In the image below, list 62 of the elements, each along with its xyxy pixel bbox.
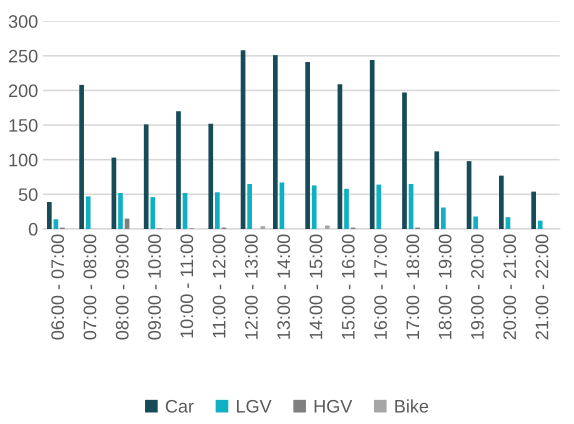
- x-tick-label: 07:00 - 08:00: [84, 234, 96, 340]
- y-tick-label: 300: [8, 15, 38, 28]
- bar: [370, 60, 375, 229]
- x-tick-label: 17:00 - 18:00: [406, 234, 420, 339]
- bar: [408, 184, 414, 229]
- bar: [86, 196, 91, 229]
- bar: [54, 219, 58, 229]
- x-tick-label: 16:00 - 17:00: [374, 234, 387, 339]
- x-tick-label: 09:00 - 10:00: [148, 234, 161, 340]
- x-tick-label: 18:00 - 19:00: [438, 234, 452, 339]
- bar: [305, 62, 310, 229]
- bar: [538, 220, 543, 229]
- y-tick-label: 200: [8, 84, 38, 98]
- bar: [247, 184, 252, 229]
- x-tick-label: 19:00 - 20:00: [470, 234, 484, 339]
- y-tick-label: 50: [18, 188, 38, 202]
- bar: [144, 124, 149, 229]
- x-tick-label: 15:00 - 16:00: [342, 234, 355, 339]
- bar: [150, 197, 156, 229]
- x-tick-label: 13:00 - 14:00: [277, 234, 290, 339]
- y-tick-label: 0: [28, 222, 38, 236]
- bar: [79, 84, 84, 229]
- legend-label: LGV: [237, 400, 272, 413]
- bar: [376, 184, 382, 229]
- bar: [312, 185, 317, 229]
- bar: [473, 216, 478, 229]
- bar: [240, 50, 246, 229]
- bar: [466, 161, 472, 229]
- y-tick-label: 100: [9, 154, 38, 166]
- bar: [499, 176, 504, 229]
- bar: [208, 124, 214, 229]
- bar: [506, 217, 510, 229]
- bar: [402, 92, 407, 229]
- y-tick-label: 250: [8, 50, 38, 63]
- x-tick-label: 06:00 - 07:00: [51, 234, 64, 340]
- bar: [112, 158, 116, 229]
- bar: [338, 84, 342, 229]
- bar: [118, 192, 123, 229]
- bar: [344, 188, 349, 229]
- x-tick-label: 10:00 - 11:00: [180, 234, 194, 338]
- bar: [176, 111, 181, 229]
- x-tick-label: 11:00 - 12:00: [212, 234, 226, 338]
- bar: [272, 55, 278, 229]
- x-tick-label: 08:00 - 09:00: [116, 234, 129, 340]
- bar: [46, 202, 52, 229]
- legend-label: Bike: [395, 399, 428, 413]
- x-tick-label: 20:00 - 21:00: [503, 234, 516, 340]
- bar: [214, 192, 220, 229]
- bar: [434, 151, 440, 229]
- bar: [182, 192, 188, 229]
- bar: [280, 182, 284, 229]
- x-tick-label: 14:00 - 15:00: [310, 234, 322, 339]
- legend-label: Car: [166, 400, 194, 413]
- x-tick-label: 21:00 - 22:00: [536, 234, 548, 340]
- bar: [441, 207, 446, 229]
- bar: [325, 225, 330, 229]
- x-tick-label: 12:00 - 13:00: [244, 234, 258, 339]
- bar: [531, 192, 536, 229]
- bar: [260, 226, 266, 229]
- y-tick-label: 150: [9, 119, 38, 132]
- legend-label: HGV: [314, 400, 352, 413]
- bar: [124, 218, 130, 229]
